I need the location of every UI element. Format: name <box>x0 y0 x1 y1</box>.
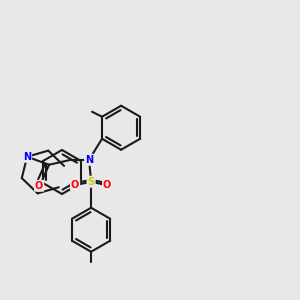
Text: O: O <box>35 181 43 191</box>
Text: N: N <box>23 152 31 162</box>
Text: O: O <box>71 180 79 190</box>
Text: O: O <box>103 180 111 190</box>
Text: N: N <box>85 155 93 165</box>
Text: S: S <box>88 177 95 187</box>
